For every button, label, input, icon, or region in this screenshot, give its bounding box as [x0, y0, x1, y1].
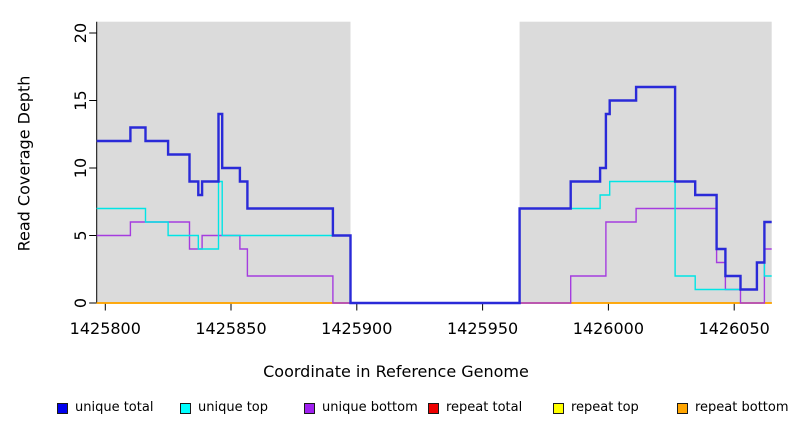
- x-tick-label: 1425800: [70, 319, 141, 338]
- legend-label: unique total: [75, 400, 154, 415]
- legend-swatch-icon: [677, 402, 688, 414]
- legend-swatch-icon: [57, 402, 68, 414]
- y-tick-label: 15: [71, 90, 90, 110]
- legend-item-repeat-bottom: repeat bottom: [677, 400, 789, 416]
- legend-label: repeat top: [571, 400, 639, 415]
- series-line-unique-total: [96, 85, 772, 305]
- legend-label: unique top: [198, 400, 269, 415]
- x-tick-label: 1425950: [447, 319, 518, 338]
- legend-item-unique-bottom: unique bottom: [304, 400, 418, 416]
- legend-item-unique-top: unique top: [180, 400, 268, 416]
- legend-swatch-icon: [428, 402, 439, 414]
- y-tick-label: 5: [71, 230, 90, 240]
- x-tick-label: 1426000: [573, 319, 644, 338]
- shaded-region: [519, 21, 772, 303]
- legend-item-repeat-total: repeat total: [428, 400, 522, 416]
- legend-label: repeat total: [446, 400, 523, 415]
- x-axis-title: Coordinate in Reference Genome: [263, 362, 529, 381]
- x-tick-label: 1426050: [699, 319, 770, 338]
- legend-item-repeat-top: repeat top: [553, 400, 639, 416]
- legend-swatch-icon: [304, 402, 315, 414]
- y-axis-title: Read Coverage Depth: [14, 75, 34, 252]
- legend: unique total unique top unique bottom repea…: [0, 400, 792, 418]
- y-tick-label: 0: [71, 298, 90, 308]
- y-tick-label: 10: [71, 158, 90, 178]
- legend-swatch-icon: [180, 402, 191, 414]
- y-tick-label: 20: [71, 23, 90, 43]
- legend-label: repeat bottom: [695, 400, 789, 415]
- legend-label: unique bottom: [322, 400, 418, 415]
- legend-item-unique-total: unique total: [57, 400, 153, 416]
- legend-swatch-icon: [553, 402, 564, 414]
- x-tick-label: 1425900: [321, 319, 392, 338]
- x-tick-label: 1425850: [195, 319, 266, 338]
- shaded-region: [96, 21, 351, 303]
